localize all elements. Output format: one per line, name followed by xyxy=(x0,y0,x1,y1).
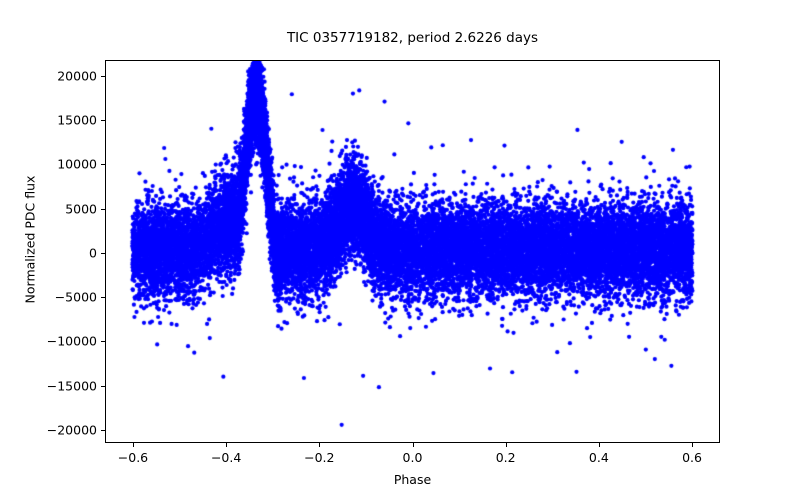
y-tick-label: −10000 xyxy=(46,333,97,349)
y-axis-tick-labels: 20000 15000 10000 5000 0 −5000 −10000 −15000 −20… xyxy=(20,60,97,443)
x-axis-tick-labels: −0.6 −0.4 −0.2 0.0 0.2 0.4 0.6 xyxy=(105,450,720,468)
y-tick-label: 0 xyxy=(89,245,97,261)
x-tick-mark xyxy=(505,443,507,447)
y-tick-mark xyxy=(101,297,105,299)
y-tick-label: 20000 xyxy=(57,68,97,84)
scatter-plot-canvas xyxy=(106,61,719,442)
y-tick-label: −15000 xyxy=(46,378,97,393)
y-tick-label: 15000 xyxy=(57,112,97,128)
x-tick-label: −0.2 xyxy=(304,450,335,465)
x-tick-label: 0.6 xyxy=(682,450,702,465)
y-tick-mark xyxy=(101,75,105,77)
y-tick-mark xyxy=(101,120,105,122)
x-axis-title: Phase xyxy=(393,472,432,487)
y-tick-label: −20000 xyxy=(46,422,97,438)
y-tick-mark xyxy=(101,385,105,387)
x-tick-mark xyxy=(226,443,228,447)
plot-axes-area xyxy=(105,60,720,443)
x-tick-label: −0.4 xyxy=(210,450,242,465)
x-tick-label: 0.2 xyxy=(495,450,516,465)
y-tick-mark xyxy=(101,164,105,166)
x-tick-label: 0.0 xyxy=(402,450,423,465)
y-tick-label: 10000 xyxy=(57,156,97,172)
y-tick-mark xyxy=(101,208,105,210)
y-tick-label: −5000 xyxy=(54,289,97,305)
y-axis-title: Normalized PDC flux xyxy=(22,175,38,304)
x-tick-mark xyxy=(412,443,414,447)
y-tick-mark xyxy=(101,341,105,343)
x-tick-mark xyxy=(132,443,134,447)
y-tick-mark xyxy=(101,429,105,431)
x-tick-label: 0.4 xyxy=(588,450,609,465)
x-tick-mark xyxy=(598,443,600,447)
x-tick-mark xyxy=(692,443,694,447)
y-tick-label: 5000 xyxy=(65,201,97,217)
x-tick-mark xyxy=(319,443,321,447)
y-tick-mark xyxy=(101,252,105,254)
chart-title: TIC 0357719182, period 2.6226 days xyxy=(286,30,539,46)
x-tick-label: −0.6 xyxy=(117,450,149,465)
